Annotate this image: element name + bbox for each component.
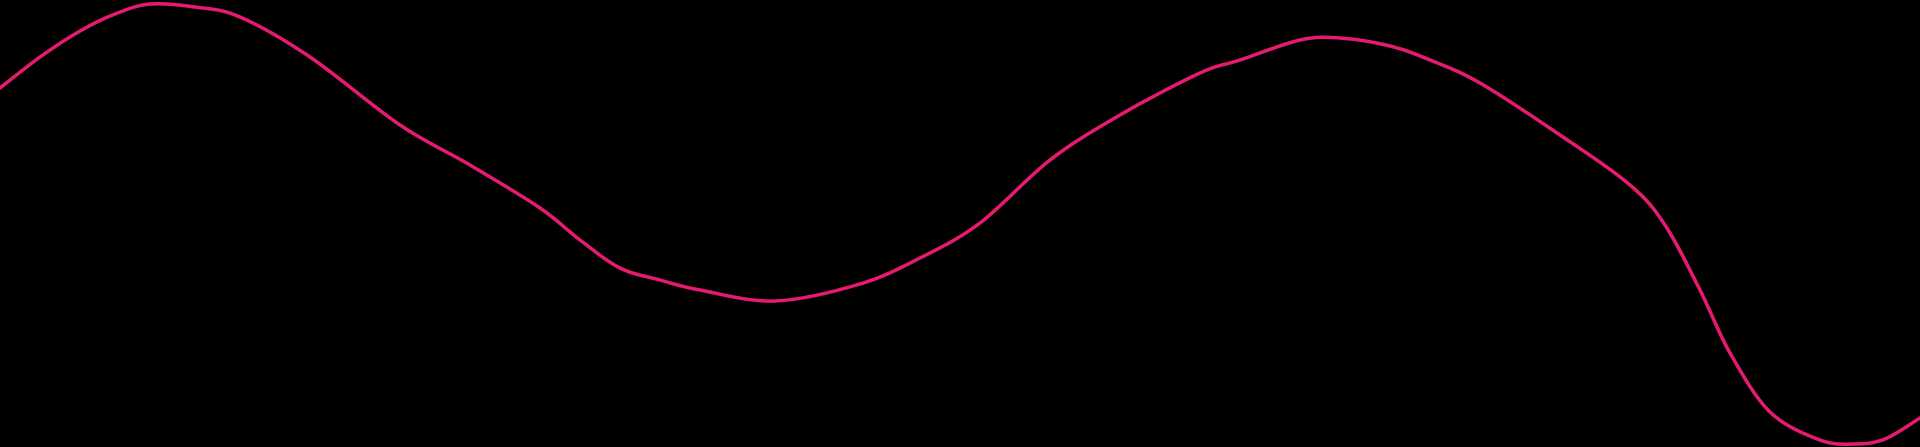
wave-curve-line [0, 1, 1920, 446]
wave-chart [0, 1, 1920, 446]
black-canvas [0, 0, 1920, 447]
